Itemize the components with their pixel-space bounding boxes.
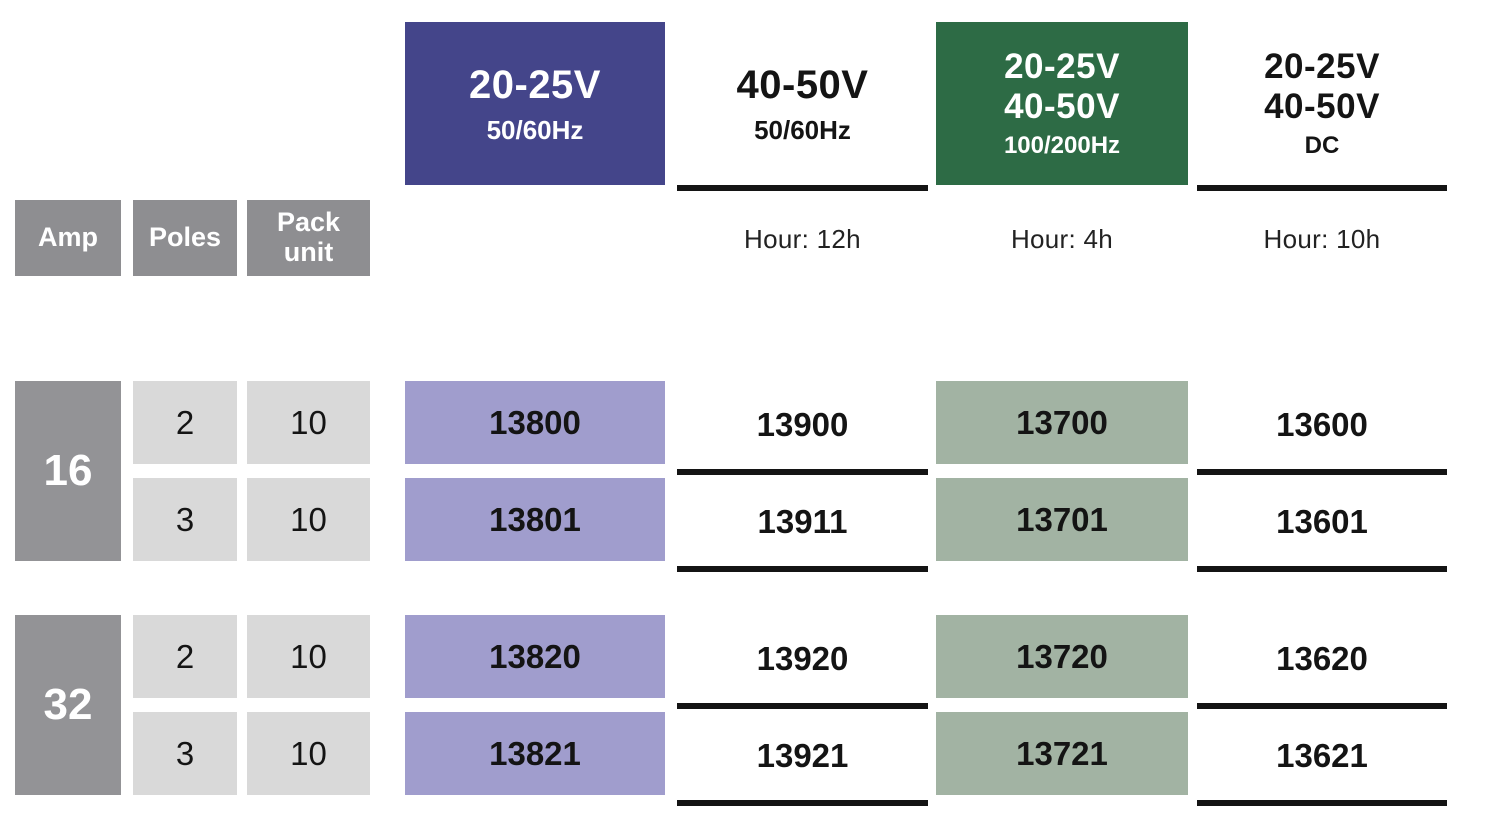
voltage-label-2: 40-50V xyxy=(1264,87,1380,127)
voltage-label: 20-25V xyxy=(1004,46,1120,86)
part-number-cell: 13600 xyxy=(1197,381,1447,475)
part-number-cell: 13821 xyxy=(405,712,665,795)
part-number-cell: 13911 xyxy=(677,478,928,572)
column-header-40-50v-50-60hz: 40-50V 50/60Hz xyxy=(677,22,928,191)
part-number-cell: 13921 xyxy=(677,712,928,806)
hour-label-col4: Hour: 10h xyxy=(1263,223,1381,254)
frequency-label: 50/60Hz xyxy=(754,114,851,145)
pack-unit-cell: 10 xyxy=(247,381,370,464)
part-number-cell: 13720 xyxy=(936,615,1188,698)
part-number-cell: 13701 xyxy=(936,478,1188,561)
part-number-cell: 13801 xyxy=(405,478,665,561)
part-number-cell: 13920 xyxy=(677,615,928,709)
poles-column-header: Poles xyxy=(133,200,237,276)
amp-header-label: Amp xyxy=(38,222,98,253)
pack-unit-cell: 10 xyxy=(247,712,370,795)
poles-cell: 2 xyxy=(133,381,237,464)
pack-header-label-line2: unit xyxy=(283,237,334,267)
pack-unit-column-header: Pack unit xyxy=(247,200,370,276)
amp-column-header: Amp xyxy=(15,200,121,276)
part-number-cell: 13620 xyxy=(1197,615,1447,709)
pack-unit-cell: 10 xyxy=(247,478,370,561)
current-type-label: DC xyxy=(1304,132,1340,160)
frequency-label: 100/200Hz xyxy=(1003,132,1121,160)
column-header-20-25v-40-50v-dc: 20-25V 40-50V DC xyxy=(1197,22,1447,191)
column-header-20-25v-40-50v-100-200hz: 20-25V 40-50V 100/200Hz xyxy=(936,22,1188,185)
voltage-label: 20-25V xyxy=(1264,46,1380,86)
poles-cell: 2 xyxy=(133,615,237,698)
voltage-label: 20-25V xyxy=(469,62,601,107)
part-number-cell: 13721 xyxy=(936,712,1188,795)
poles-cell: 3 xyxy=(133,478,237,561)
part-number-cell: 13621 xyxy=(1197,712,1447,806)
voltage-label: 40-50V xyxy=(736,62,869,107)
part-number-cell: 13700 xyxy=(936,381,1188,464)
amp-group-16: 16 xyxy=(15,381,121,561)
pack-header-label-line1: Pack xyxy=(276,207,341,238)
part-number-cell: 13800 xyxy=(405,381,665,464)
part-number-cell: 13601 xyxy=(1197,478,1447,572)
amp-group-32: 32 xyxy=(15,615,121,795)
voltage-label-2: 40-50V xyxy=(1004,87,1120,127)
pack-unit-cell: 10 xyxy=(247,615,370,698)
frequency-label: 50/60Hz xyxy=(486,114,584,145)
part-number-cell: 13900 xyxy=(677,381,928,475)
column-header-20-25v-50-60hz: 20-25V 50/60Hz xyxy=(405,22,665,185)
part-number-cell: 13820 xyxy=(405,615,665,698)
hour-label-col3: Hour: 4h xyxy=(1010,223,1114,254)
poles-cell: 3 xyxy=(133,712,237,795)
poles-header-label: Poles xyxy=(148,222,222,253)
hour-label-col2: Hour: 12h xyxy=(744,223,861,254)
